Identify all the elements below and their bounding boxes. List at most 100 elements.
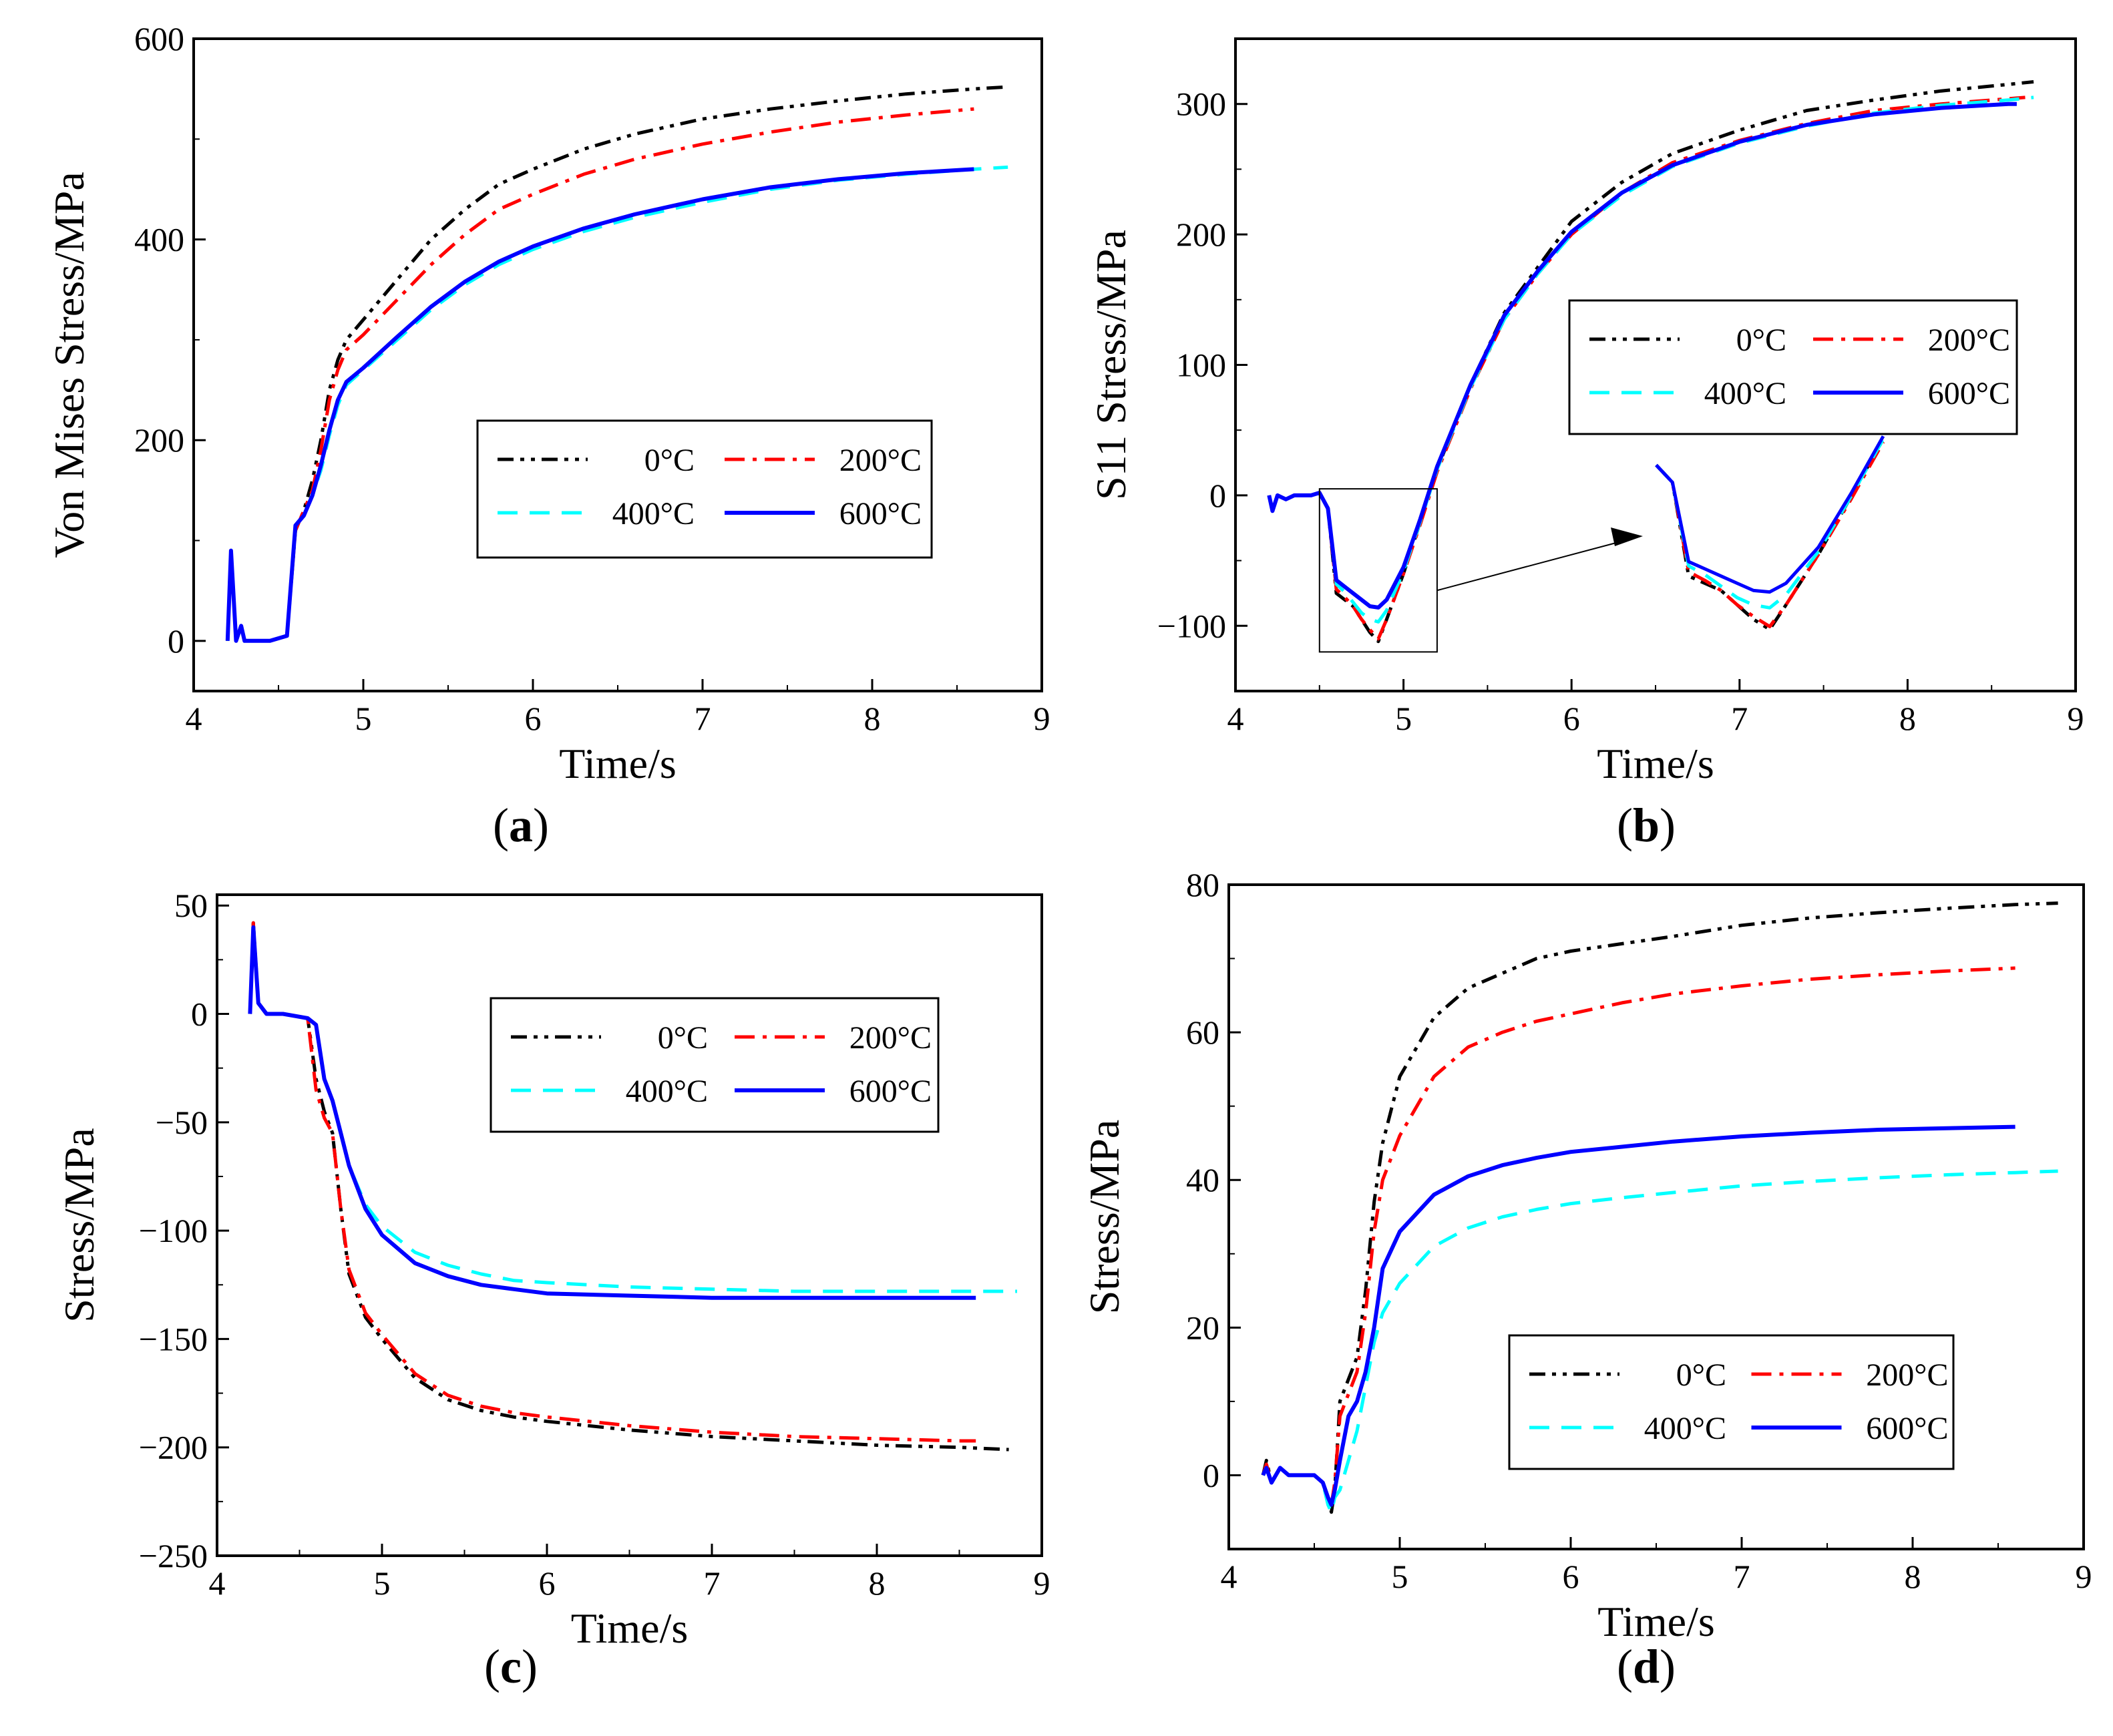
legend-label: 600°C bbox=[839, 496, 922, 531]
x-tick-label: 7 bbox=[1731, 700, 1748, 737]
legend-box bbox=[490, 997, 940, 1133]
y-tick-label: −50 bbox=[156, 1104, 208, 1141]
series-line bbox=[1261, 1169, 2058, 1514]
y-axis-title: Stress/MPa bbox=[55, 1128, 103, 1323]
y-axis-title: S11 Stress/MPa bbox=[1087, 230, 1135, 500]
panel-label: (d) bbox=[1617, 1640, 1676, 1693]
y-tick-label: 600 bbox=[134, 20, 184, 57]
y-tick-label: −200 bbox=[139, 1429, 208, 1466]
x-tick-label: 6 bbox=[539, 1564, 556, 1602]
chart-panel-d: 4 5 6 7 8 9 0 20 40 60 80 Time/s Stress/MPa 0°C 200°C 4… bbox=[1081, 866, 2092, 1693]
y-tick-label: 200 bbox=[1176, 216, 1226, 253]
y-tick-label: 40 bbox=[1186, 1161, 1219, 1199]
chart-panel-a: 4 5 6 7 8 9 0 200 400 600 Time/s Von Mises Stress/M… bbox=[45, 20, 1050, 852]
y-tick-label: 300 bbox=[1176, 85, 1226, 123]
chart-panel-b: 4 5 6 7 8 9 −100 0 100 200 300 Time/s S11 Stress/MPa… bbox=[1087, 37, 2084, 852]
plot-frame bbox=[216, 893, 1043, 1557]
x-axis-title: Time/s bbox=[559, 740, 677, 787]
series-line bbox=[1267, 101, 2017, 610]
x-axis-title: Time/s bbox=[571, 1604, 689, 1652]
x-tick-label: 5 bbox=[374, 1564, 391, 1602]
series-line bbox=[248, 925, 1017, 1293]
zoom-arrow-line bbox=[1436, 537, 1637, 592]
series-line bbox=[226, 165, 1008, 643]
inset-series-line bbox=[1655, 438, 1885, 632]
legend-label: 200°C bbox=[1928, 322, 2010, 358]
plot-frame bbox=[192, 37, 1043, 692]
x-tick-label: 7 bbox=[695, 700, 711, 737]
legend-box bbox=[476, 419, 933, 559]
x-tick-label: 6 bbox=[525, 700, 542, 737]
x-tick-label: 4 bbox=[1227, 700, 1244, 737]
y-tick-label: −150 bbox=[139, 1320, 208, 1357]
x-tick-label: 4 bbox=[186, 700, 202, 737]
x-tick-label: 5 bbox=[1395, 700, 1412, 737]
y-tick-label: 100 bbox=[1176, 347, 1226, 384]
x-tick-label: 4 bbox=[209, 1564, 226, 1602]
legend-label: 0°C bbox=[1736, 322, 1786, 358]
y-tick-label: 0 bbox=[168, 622, 184, 660]
legend-box bbox=[1508, 1334, 1955, 1470]
legend-label: 0°C bbox=[644, 443, 695, 478]
legend-label: 200°C bbox=[839, 443, 922, 478]
y-tick-label: 50 bbox=[174, 887, 208, 924]
y-tick-label: −100 bbox=[1157, 607, 1226, 644]
panel-label: (c) bbox=[484, 1640, 538, 1693]
x-tick-label: 6 bbox=[1563, 1558, 1579, 1595]
chart-panel-c: 4 5 6 7 8 9 −250 −200 −150 −100 −50 0 50 Time/s Stress… bbox=[55, 887, 1050, 1693]
x-axis-title: Time/s bbox=[1597, 1598, 1715, 1645]
legend-label: 400°C bbox=[626, 1074, 708, 1109]
y-axis-title: Stress/MPa bbox=[1081, 1120, 1128, 1315]
x-tick-label: 9 bbox=[2076, 1558, 2092, 1595]
x-tick-label: 8 bbox=[864, 700, 881, 737]
y-tick-label: −250 bbox=[139, 1537, 208, 1574]
x-tick-label: 8 bbox=[1899, 700, 1916, 737]
series-line bbox=[248, 921, 976, 1443]
x-tick-label: 7 bbox=[1734, 1558, 1750, 1595]
series-line bbox=[248, 921, 1009, 1452]
series-line bbox=[1261, 901, 2058, 1514]
series-line bbox=[226, 85, 1008, 643]
y-tick-label: 60 bbox=[1186, 1014, 1219, 1051]
x-tick-label: 4 bbox=[1221, 1558, 1237, 1595]
inset-series-line bbox=[1655, 441, 1885, 628]
legend-label: 600°C bbox=[849, 1074, 932, 1109]
y-tick-label: 0 bbox=[191, 996, 208, 1033]
legend-label: 0°C bbox=[1676, 1357, 1726, 1393]
series-line bbox=[1261, 1124, 2015, 1507]
y-axis-title: Von Mises Stress/MPa bbox=[45, 172, 93, 558]
x-tick-label: 9 bbox=[1034, 1564, 1050, 1602]
x-axis-title: Time/s bbox=[1597, 740, 1714, 787]
legend-label: 200°C bbox=[849, 1020, 932, 1056]
x-tick-label: 5 bbox=[355, 700, 372, 737]
inset-series-line bbox=[1655, 435, 1885, 594]
legend-box bbox=[1568, 299, 2018, 435]
legend-label: 600°C bbox=[1928, 376, 2010, 411]
inset-series-line bbox=[1655, 438, 1885, 610]
legend-label: 400°C bbox=[1704, 376, 1786, 411]
legend-label: 0°C bbox=[658, 1020, 708, 1056]
y-tick-label: 400 bbox=[134, 221, 184, 258]
y-tick-label: −100 bbox=[139, 1212, 208, 1249]
zoom-arrow-head bbox=[1611, 527, 1643, 546]
panel-label: (b) bbox=[1617, 799, 1676, 852]
legend-label: 600°C bbox=[1866, 1411, 1948, 1446]
panel-label: (a) bbox=[493, 799, 549, 852]
x-tick-label: 9 bbox=[2068, 700, 2084, 737]
x-tick-label: 7 bbox=[704, 1564, 721, 1602]
x-tick-label: 8 bbox=[1905, 1558, 1921, 1595]
y-tick-label: 0 bbox=[1203, 1456, 1219, 1494]
x-tick-label: 6 bbox=[1563, 700, 1580, 737]
x-tick-label: 9 bbox=[1034, 700, 1050, 737]
y-tick-label: 200 bbox=[134, 421, 184, 459]
legend-label: 400°C bbox=[1644, 1411, 1726, 1446]
series-line bbox=[225, 167, 974, 643]
y-tick-label: 20 bbox=[1186, 1309, 1219, 1346]
x-tick-label: 5 bbox=[1392, 1558, 1408, 1595]
y-tick-label: 80 bbox=[1186, 866, 1219, 903]
x-tick-label: 8 bbox=[869, 1564, 886, 1602]
zoom-region-box bbox=[1318, 488, 1438, 653]
series-line bbox=[226, 107, 974, 643]
y-tick-label: 0 bbox=[1209, 477, 1226, 514]
